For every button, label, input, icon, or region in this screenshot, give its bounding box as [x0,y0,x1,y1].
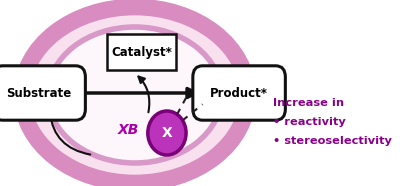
FancyBboxPatch shape [193,66,285,120]
Text: • reactivity: • reactivity [273,117,346,127]
Text: • stereoselectivity: • stereoselectivity [273,136,392,146]
Ellipse shape [22,7,248,183]
Text: Increase in: Increase in [273,98,344,108]
Circle shape [148,111,186,155]
Text: Substrate: Substrate [6,86,72,100]
Text: XB: XB [118,123,139,137]
FancyBboxPatch shape [0,66,85,120]
Text: Catalyst*: Catalyst* [111,46,172,59]
Ellipse shape [48,27,222,163]
Text: X: X [162,126,172,140]
Text: Product*: Product* [210,86,268,100]
Bar [107,34,176,70]
